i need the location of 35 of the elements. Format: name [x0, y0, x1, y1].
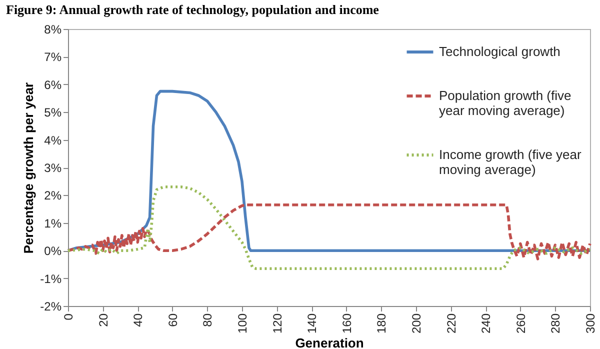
- x-tick-label: 200: [410, 313, 424, 334]
- x-tick-label: 180: [374, 313, 389, 334]
- line-series: [66, 185, 592, 270]
- x-tick-label: 80: [200, 313, 215, 327]
- y-tick-label: 5%: [44, 106, 62, 120]
- legend-label: Technological growth: [439, 44, 560, 59]
- y-tick-label: 6%: [44, 78, 62, 92]
- x-tick-label: 100: [236, 313, 250, 334]
- x-tick-label: 300: [584, 313, 598, 334]
- y-tick-label: 7%: [44, 50, 62, 64]
- legend-label: Income growth (five year moving average): [439, 147, 582, 177]
- y-tick-label: 2%: [44, 188, 62, 203]
- x-tick-label: 60: [166, 313, 180, 327]
- x-tick-label: 120: [270, 313, 284, 334]
- y-tick-label: 4%: [44, 133, 62, 148]
- x-tick-label: 160: [340, 313, 354, 334]
- x-tick-label: 220: [444, 313, 458, 334]
- line-series: [66, 203, 592, 260]
- x-tick-label: 240: [479, 313, 494, 334]
- x-tick-label: 20: [96, 313, 110, 327]
- x-axis-title: Generation: [295, 336, 364, 349]
- chart-title: Figure 9: Annual growth rate of technology, population and income: [6, 2, 380, 17]
- y-axis-title: Percentage growth per year: [21, 82, 36, 254]
- y-tick-label: 3%: [44, 161, 62, 175]
- x-tick-label: 140: [305, 313, 320, 334]
- y-tick-label: 0%: [44, 244, 62, 258]
- y-tick-label: 1%: [44, 216, 62, 230]
- x-tick-label: 0: [62, 313, 76, 320]
- legend-label: Population growth (five year moving average): [439, 88, 572, 118]
- y-tick-label: -1%: [40, 272, 62, 286]
- y-tick-label: -2%: [40, 300, 62, 314]
- x-tick-label: 260: [514, 313, 528, 334]
- x-tick-label: 280: [548, 313, 563, 334]
- y-tick-label: 8%: [44, 22, 62, 36]
- x-tick-label: 40: [131, 313, 146, 327]
